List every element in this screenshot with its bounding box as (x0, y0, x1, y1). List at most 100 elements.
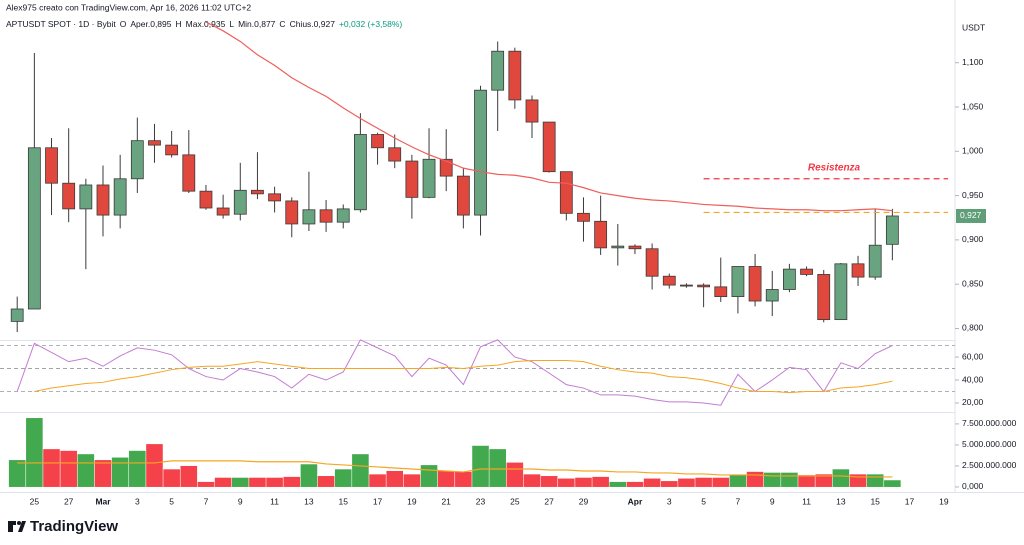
x-tick-label: 27 (544, 496, 554, 506)
x-tick-label: 9 (238, 496, 243, 506)
volume-average (17, 460, 893, 478)
x-tick-label: 3 (135, 496, 140, 506)
volume-bar (798, 475, 815, 487)
volume-bar (746, 471, 764, 487)
volume-bar (455, 471, 472, 487)
candle-body (851, 263, 865, 278)
x-tick-label: Mar (95, 496, 111, 506)
volume-bar (660, 481, 678, 487)
candle-body (79, 184, 93, 210)
candle-body (525, 99, 539, 123)
candle-body (491, 50, 505, 91)
candle-body (216, 207, 230, 216)
x-tick-label: 7 (736, 496, 741, 506)
volume-bar (437, 470, 455, 487)
legend-item: APTUSDT SPOT · 1D · Bybit (6, 19, 116, 29)
candle-body (353, 134, 367, 211)
legend-item: C (279, 19, 285, 29)
candle-body (96, 184, 110, 216)
x-tick-label: 3 (667, 496, 672, 506)
candle-body (594, 220, 608, 249)
candle-body (680, 284, 693, 287)
candle-body (182, 154, 196, 192)
x-tick-label: 29 (579, 496, 589, 506)
candle-body (645, 248, 659, 277)
volume-bar (472, 445, 489, 487)
candle-body (508, 50, 522, 101)
y-tick-label: 0,800 (962, 323, 984, 333)
logo-icon (8, 521, 26, 532)
candle-body (62, 182, 76, 210)
x-tick-label: 25 (510, 496, 520, 506)
volume-bar (352, 454, 369, 487)
volume-bar (815, 474, 833, 487)
volume-bar (300, 464, 318, 487)
rsi-line (16, 339, 893, 406)
volume-bar (626, 481, 644, 487)
credit: Alex975 creato con TradingView.com, Apr … (6, 2, 251, 12)
legend-item: Min.0,877 (238, 19, 276, 29)
y-tick-label: 0,850 (962, 278, 984, 288)
currency: USDT (962, 22, 985, 32)
volume-bar (146, 444, 163, 487)
candle-body (130, 140, 144, 180)
rsi-line (34, 360, 893, 394)
candle-body (388, 147, 402, 162)
volume-bar (558, 478, 575, 487)
volume-bar (180, 465, 198, 487)
candle-body (233, 189, 247, 215)
candle-body (800, 268, 813, 275)
candle-body (199, 190, 213, 209)
candle-body (868, 244, 882, 278)
volume-bar (77, 454, 95, 487)
volume-bar (249, 477, 266, 487)
candle-body (628, 245, 642, 250)
candle-body (456, 175, 470, 216)
x-tick-label: 5 (701, 496, 706, 506)
x-tick-label: 13 (304, 496, 314, 506)
x-tick-label: 25 (30, 496, 40, 506)
y-tick-label: 0,000 (962, 481, 984, 491)
x-tick-label: 15 (870, 496, 880, 506)
volume-bar (832, 469, 850, 487)
candle-body (697, 284, 710, 288)
legend-item: Max.0,935 (186, 19, 226, 29)
candle-body (474, 89, 487, 216)
logo-text: TradingView (30, 518, 118, 535)
price-tag-label: 0,927 (960, 210, 982, 220)
volume-bar (231, 477, 249, 487)
candle-body (885, 215, 899, 245)
volume-bar (197, 481, 215, 487)
y-tick-label: 60,00 (962, 351, 984, 361)
volume-bar (129, 450, 146, 487)
volume-bar (540, 476, 558, 487)
volume-bar (43, 449, 60, 487)
y-tick-label: 1,100 (962, 57, 984, 67)
x-tick-label: 17 (373, 496, 383, 506)
volume-bar (163, 469, 180, 487)
candle-body (559, 171, 573, 214)
legend-item: L (229, 19, 234, 29)
x-tick-label: 5 (169, 496, 174, 506)
volume-bar (94, 460, 112, 487)
y-tick-label: 40,00 (962, 374, 984, 384)
volume-bar (266, 477, 283, 487)
volume-bar (506, 462, 524, 487)
x-tick-label: 11 (270, 496, 279, 506)
candle-body (422, 158, 436, 198)
volume-bar (695, 477, 712, 487)
candle-body (817, 274, 831, 321)
candle-body (834, 263, 848, 321)
volume-bar (489, 449, 506, 487)
candle-body (27, 147, 41, 310)
volume-bar (575, 477, 592, 487)
x-tick-label: Apr (628, 496, 643, 506)
volume-bar (729, 475, 747, 487)
x-tick-label: 23 (476, 496, 486, 506)
x-tick-label: 17 (905, 496, 915, 506)
candle-body (336, 208, 350, 223)
legend-item: +0,032 (+3,58%) (339, 19, 402, 29)
candle-body (748, 266, 762, 302)
volume-bar (420, 465, 438, 487)
